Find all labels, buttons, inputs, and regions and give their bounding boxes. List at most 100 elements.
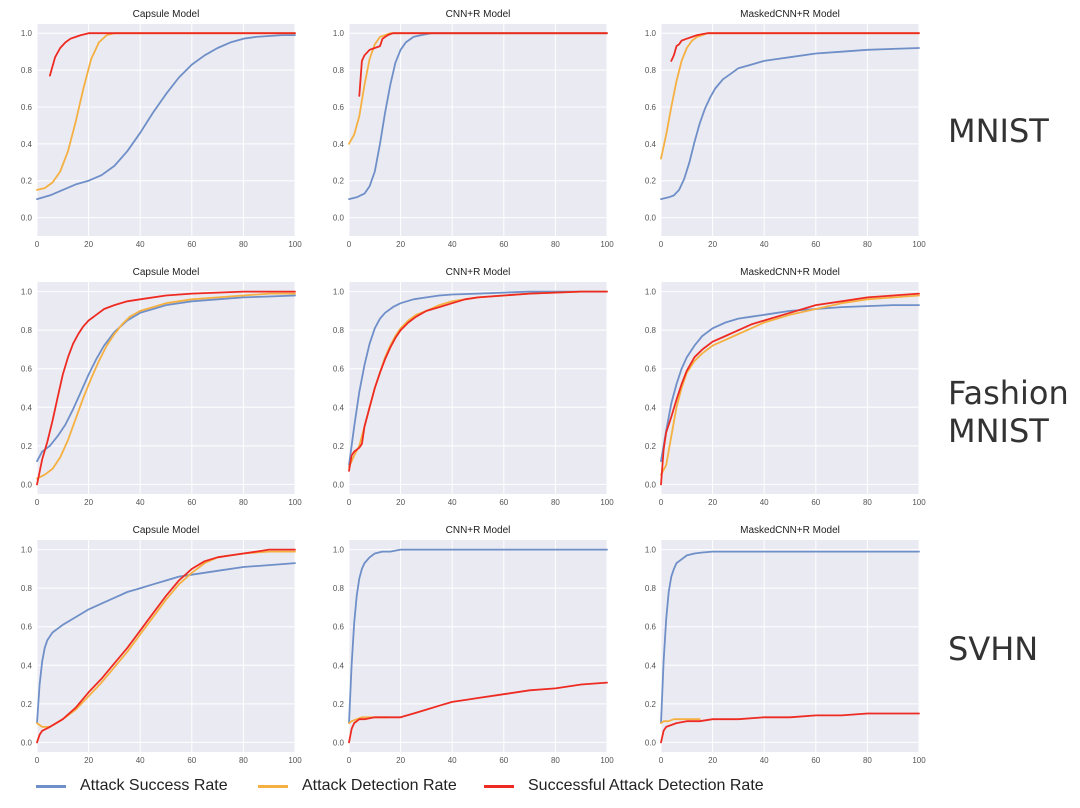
x-tick-label: 80: [863, 756, 872, 765]
series-line-successful-attack-detection-rate: [660, 712, 920, 744]
series-line-attack-success-rate: [36, 34, 296, 201]
y-tick-label: 0.2: [645, 700, 657, 709]
x-tick-label: 100: [288, 756, 302, 765]
y-tick-label: 1.0: [21, 29, 33, 38]
y-tick-label: 0.0: [645, 738, 657, 747]
y-tick-label: 0.0: [333, 214, 345, 223]
x-tick-label: 40: [448, 756, 457, 765]
x-tick-label: 60: [811, 498, 820, 507]
x-tick-label: 80: [551, 240, 560, 249]
x-tick-label: 40: [760, 498, 769, 507]
subplot: 0 20 40 60 80 100 0.0 0.2 0.4 0.6 0.8 1.0 CNN+R Mode…: [333, 525, 614, 765]
y-tick-label: 1.0: [333, 288, 345, 297]
legend-label: Successful Attack Detection Rate: [528, 777, 764, 794]
series-line-successful-attack-detection-rate: [36, 548, 296, 744]
series-line-successful-attack-detection-rate: [358, 32, 608, 97]
x-tick-label: 20: [396, 240, 405, 249]
y-tick-label: 0.8: [645, 66, 657, 75]
x-tick-label: 0: [659, 756, 664, 765]
y-tick-label: 0.4: [333, 403, 345, 412]
x-tick-label: 40: [760, 240, 769, 249]
y-tick-label: 0.6: [645, 623, 657, 632]
x-tick-label: 100: [912, 756, 926, 765]
x-tick-label: 100: [288, 240, 302, 249]
x-tick-label: 80: [863, 498, 872, 507]
x-tick-label: 80: [239, 240, 248, 249]
x-tick-label: 40: [136, 756, 145, 765]
subplot-title: CNN+R Model: [446, 267, 511, 278]
y-tick-label: 1.0: [645, 29, 657, 38]
x-tick-label: 80: [239, 756, 248, 765]
y-tick-label: 0.2: [645, 442, 657, 451]
y-tick-label: 0.6: [645, 103, 657, 112]
y-tick-label: 0.2: [21, 700, 33, 709]
x-tick-label: 60: [499, 756, 508, 765]
x-tick-label: 80: [551, 498, 560, 507]
series-line-attack-success-rate: [660, 47, 920, 201]
x-tick-label: 80: [239, 498, 248, 507]
row-label-svhn: SVHN: [948, 630, 1039, 668]
series-line-attack-success-rate: [660, 550, 920, 724]
y-tick-label: 0.2: [333, 442, 345, 451]
x-tick-label: 60: [187, 498, 196, 507]
x-tick-label: 20: [84, 498, 93, 507]
x-tick-label: 100: [600, 498, 614, 507]
y-tick-label: 0.8: [21, 66, 33, 75]
row-label-fashion-mnist: Fashion MNIST: [948, 374, 1069, 450]
plot-area: [661, 282, 919, 494]
plot-area: [349, 540, 607, 752]
x-tick-label: 80: [551, 756, 560, 765]
y-tick-label: 0.8: [21, 326, 33, 335]
y-tick-label: 0.0: [645, 214, 657, 223]
series-line-attack-success-rate: [348, 290, 608, 467]
x-tick-label: 0: [347, 756, 352, 765]
y-tick-label: 0.4: [645, 661, 657, 670]
y-tick-label: 0.2: [333, 700, 345, 709]
y-tick-label: 1.0: [333, 29, 345, 38]
x-tick-label: 60: [187, 240, 196, 249]
x-tick-label: 60: [187, 756, 196, 765]
x-tick-label: 20: [708, 240, 717, 249]
y-tick-label: 0.4: [21, 403, 33, 412]
y-tick-label: 0.6: [21, 365, 33, 374]
y-tick-label: 0.6: [333, 103, 345, 112]
y-tick-label: 0.2: [645, 177, 657, 186]
row-label-mnist: MNIST: [948, 112, 1049, 150]
x-tick-label: 20: [84, 756, 93, 765]
x-tick-label: 60: [811, 240, 820, 249]
series-line-successful-attack-detection-rate: [49, 32, 296, 77]
y-tick-label: 0.4: [333, 661, 345, 670]
x-tick-label: 40: [136, 498, 145, 507]
y-tick-label: 0.2: [21, 442, 33, 451]
subplot-title: MaskedCNN+R Model: [740, 525, 840, 536]
y-tick-label: 0.8: [333, 326, 345, 335]
y-tick-label: 0.0: [645, 480, 657, 489]
y-tick-label: 1.0: [645, 546, 657, 555]
x-tick-label: 60: [811, 756, 820, 765]
y-tick-label: 0.4: [21, 140, 33, 149]
legend-swatch: [484, 785, 514, 788]
y-tick-label: 0.8: [21, 584, 33, 593]
legend-label: Attack Detection Rate: [302, 777, 457, 794]
y-tick-label: 0.2: [333, 177, 345, 186]
y-tick-label: 0.8: [645, 326, 657, 335]
x-tick-label: 20: [396, 756, 405, 765]
x-tick-label: 20: [708, 756, 717, 765]
plot-area: [37, 540, 295, 752]
series-line-attack-success-rate: [36, 562, 296, 724]
legend: Attack Success Rate Attack Detection Rat…: [0, 776, 1080, 798]
subplot: 0 20 40 60 80 100 0.0 0.2 0.4 0.6 0.8 1.0 MaskedCNN+…: [645, 267, 926, 507]
subplot-title: MaskedCNN+R Model: [740, 267, 840, 278]
x-tick-label: 20: [84, 240, 93, 249]
subplot-title: Capsule Model: [133, 9, 200, 20]
plot-area: [37, 24, 295, 236]
series-line-attack-success-rate: [36, 294, 296, 463]
series-line-attack-detection-rate: [36, 292, 296, 480]
x-tick-label: 60: [499, 498, 508, 507]
series-line-successful-attack-detection-rate: [670, 32, 920, 62]
series-line-attack-success-rate: [660, 304, 920, 463]
x-tick-label: 0: [35, 498, 40, 507]
y-tick-label: 0.0: [21, 214, 33, 223]
series-line-successful-attack-detection-rate: [348, 681, 608, 744]
